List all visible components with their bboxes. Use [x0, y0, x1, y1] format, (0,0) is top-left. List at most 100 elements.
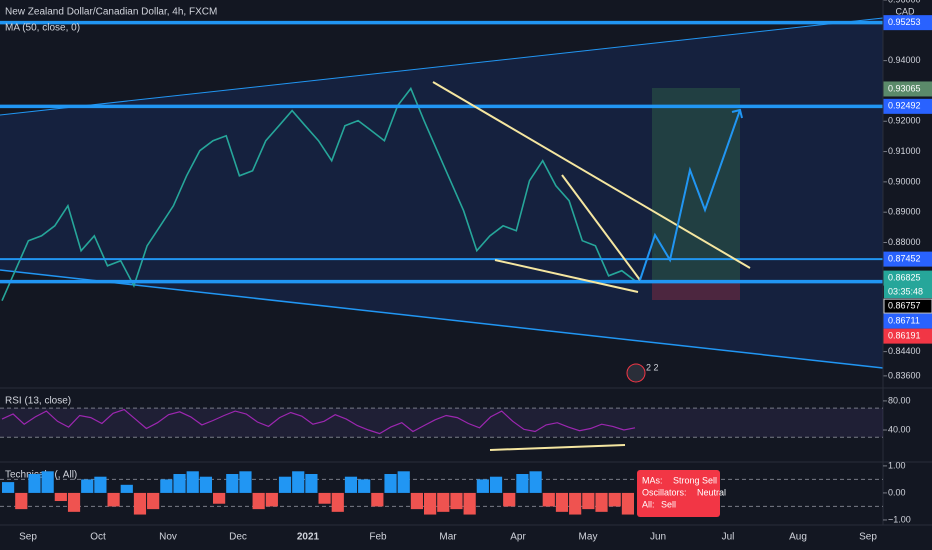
y-tick-label: 0.88000 — [888, 237, 921, 247]
price-line — [1, 86, 636, 302]
technicals-bar — [213, 492, 226, 504]
badge-icon[interactable] — [626, 363, 646, 383]
technicals-bar — [81, 479, 94, 493]
price-label: 0.93065 — [888, 83, 921, 93]
technicals-bar — [463, 492, 476, 515]
price-label-box — [883, 313, 932, 329]
technicals-bar — [133, 492, 147, 515]
y-tick-label: 1.00 — [888, 460, 906, 470]
y-tick-label: −1.00 — [888, 514, 911, 524]
price-label: 0.86711 — [888, 315, 920, 325]
technicals-bar — [424, 492, 437, 515]
technicals-bar — [384, 474, 397, 493]
price-label-box — [883, 298, 932, 314]
price-label: 0.86757 — [888, 300, 921, 310]
price-label-box — [883, 98, 932, 114]
summary-label: MAs: — [642, 475, 663, 485]
price-label: 0.92492 — [888, 101, 921, 111]
indicator-label: MA (50, close, 0) — [5, 23, 80, 34]
y-tick-label: 0.00 — [888, 487, 906, 497]
technicals-bar — [608, 492, 621, 507]
badge[interactable]: 2 2 — [646, 362, 659, 372]
technicals-bar — [278, 476, 292, 493]
summary-value: Strong Sell — [673, 475, 717, 485]
y-tick-label: 0.89000 — [888, 207, 921, 217]
technicals-bar — [107, 492, 120, 507]
technicals-bar — [621, 492, 634, 515]
y-tick-label: 0.96000 — [888, 0, 921, 4]
technicals-summary-box — [637, 470, 720, 517]
technicals-bar — [199, 476, 212, 493]
y-tick-label: 0.83600 — [888, 370, 921, 380]
x-tick-label: Sep — [19, 532, 37, 543]
technicals-bar — [318, 492, 331, 504]
y-tick-label: 80.00 — [888, 395, 911, 405]
price-label-box — [883, 251, 932, 267]
technicals-bar — [344, 476, 358, 493]
projection-arrow — [731, 108, 743, 119]
technicals-bar — [94, 476, 107, 493]
x-tick-label: Mar — [439, 532, 457, 543]
summary-label: Oscillators: — [642, 487, 687, 497]
technicals-bar — [67, 492, 81, 512]
y-tick-label: 0.91000 — [888, 146, 921, 156]
channel-bottom — [0, 269, 884, 369]
technicals-bar — [41, 471, 54, 493]
x-tick-label: Jun — [650, 532, 666, 543]
technicals-bar — [15, 492, 28, 510]
x-tick-label: Oct — [90, 532, 106, 543]
x-tick-label: 2021 — [297, 532, 320, 543]
technicals-bar — [28, 474, 41, 493]
technicals-bar — [371, 492, 384, 507]
technicals-bar — [397, 471, 410, 493]
x-tick-label: Dec — [229, 532, 247, 543]
channel-top — [0, 17, 884, 116]
pane-title: RSI (13, close) — [5, 396, 71, 407]
technicals-bar — [226, 474, 239, 493]
countdown-box — [884, 285, 932, 299]
rsi-pane: 80.00 40.00 RSI (13, close) — [0, 395, 911, 438]
x-tick-label: May — [579, 532, 598, 543]
y-tick-label: 0.90000 — [888, 176, 921, 186]
price-label: 0.86191 — [888, 330, 921, 340]
technicals-bar — [292, 471, 305, 493]
rsi-line — [1, 408, 636, 435]
trendline — [494, 259, 639, 293]
technicals-bar — [54, 492, 67, 502]
technicals-bar — [542, 492, 555, 507]
rsi-band-fill — [0, 408, 883, 438]
technicals-bar — [265, 492, 278, 507]
x-tick-label: Apr — [510, 532, 526, 543]
technicals-bar — [516, 474, 529, 493]
technicals-bar — [305, 474, 318, 493]
technicals-bar — [582, 492, 595, 510]
x-tick-label: Feb — [369, 532, 387, 543]
summary-label: All: — [642, 499, 655, 509]
price-label-box — [883, 328, 932, 344]
price-label: 0.87452 — [888, 253, 921, 263]
projection-path — [639, 109, 741, 281]
technicals-bar — [489, 476, 503, 493]
technicals-bar — [569, 492, 582, 515]
x-tick-label: Jul — [722, 532, 735, 543]
price-label-box — [883, 15, 932, 31]
technicals-bar — [450, 492, 463, 510]
technicals-bar — [358, 479, 371, 493]
technicals-bar — [331, 492, 344, 512]
y-tick-label: 0.94000 — [888, 55, 921, 65]
trendline — [561, 174, 641, 281]
technicals-pane: 1.00 0.00 −1.00 Technicals (, All) MAs: Stron… — [0, 460, 911, 524]
technicals-bar — [252, 492, 265, 510]
y-tick-label: 0.92000 — [888, 116, 921, 126]
countdown: 03:35:48 — [888, 286, 923, 296]
summary-value: Neutral — [697, 487, 726, 497]
summary-value: Sell — [661, 499, 676, 509]
technicals-bar — [555, 492, 569, 512]
rsi-trendline — [489, 444, 626, 451]
technicals-bar — [410, 492, 423, 510]
y-tick-label: 40.00 — [888, 424, 911, 434]
price-label: 0.95253 — [888, 17, 921, 27]
technicals-bar — [476, 479, 489, 493]
price-label: 0.86825 — [888, 272, 921, 282]
